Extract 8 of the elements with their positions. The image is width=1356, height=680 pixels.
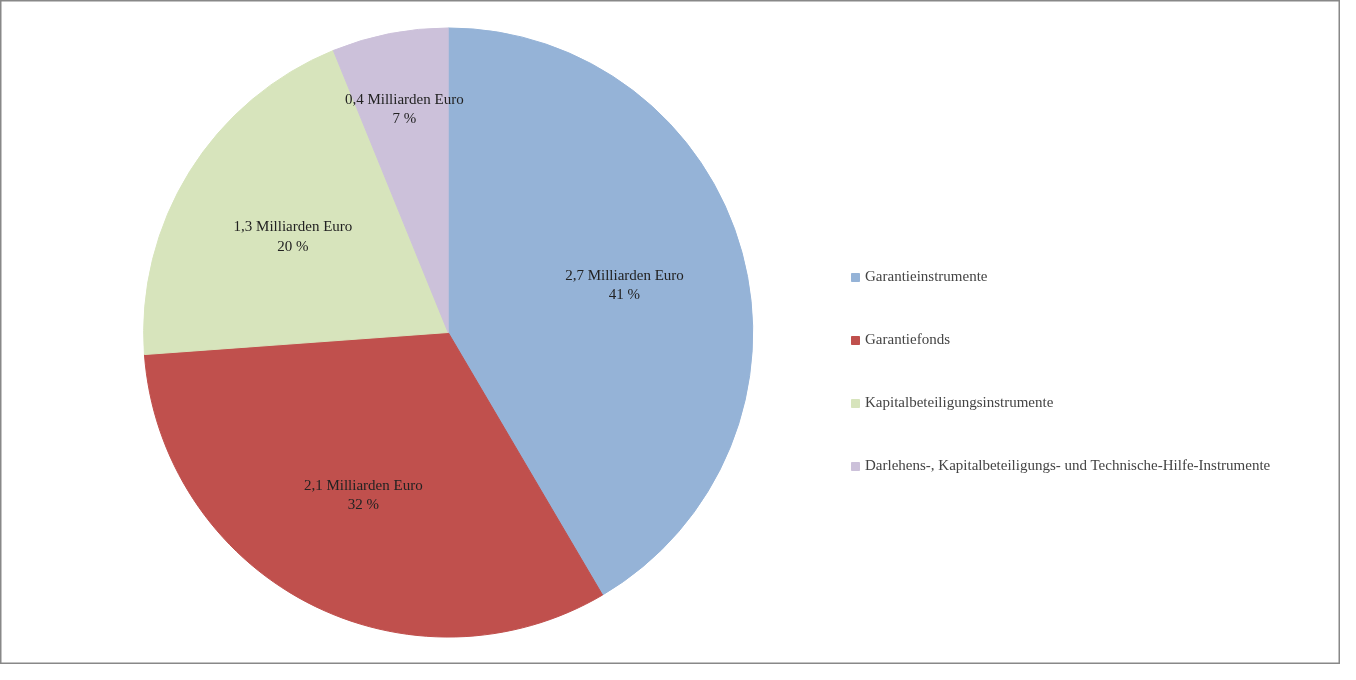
data-label: 2,7 Milliarden Euro 41 % <box>565 266 684 303</box>
legend-label: Garantieinstrumente <box>865 268 988 285</box>
legend-label: Kapitalbeteiligungsinstrumente <box>865 394 1054 411</box>
data-label: 1,3 Milliarden Euro 20 % <box>233 218 353 254</box>
data-label: 0,4 Milliarden Euro 7 % <box>344 90 464 126</box>
legend-label: Darlehens-, Kapitalbeteiligungs- und Technische-Hilfe-Instrumente <box>865 457 1271 474</box>
legend-label: Garantiefonds <box>865 331 950 348</box>
data-label: 2,1 Milliarden Euro 32 % <box>303 476 423 512</box>
